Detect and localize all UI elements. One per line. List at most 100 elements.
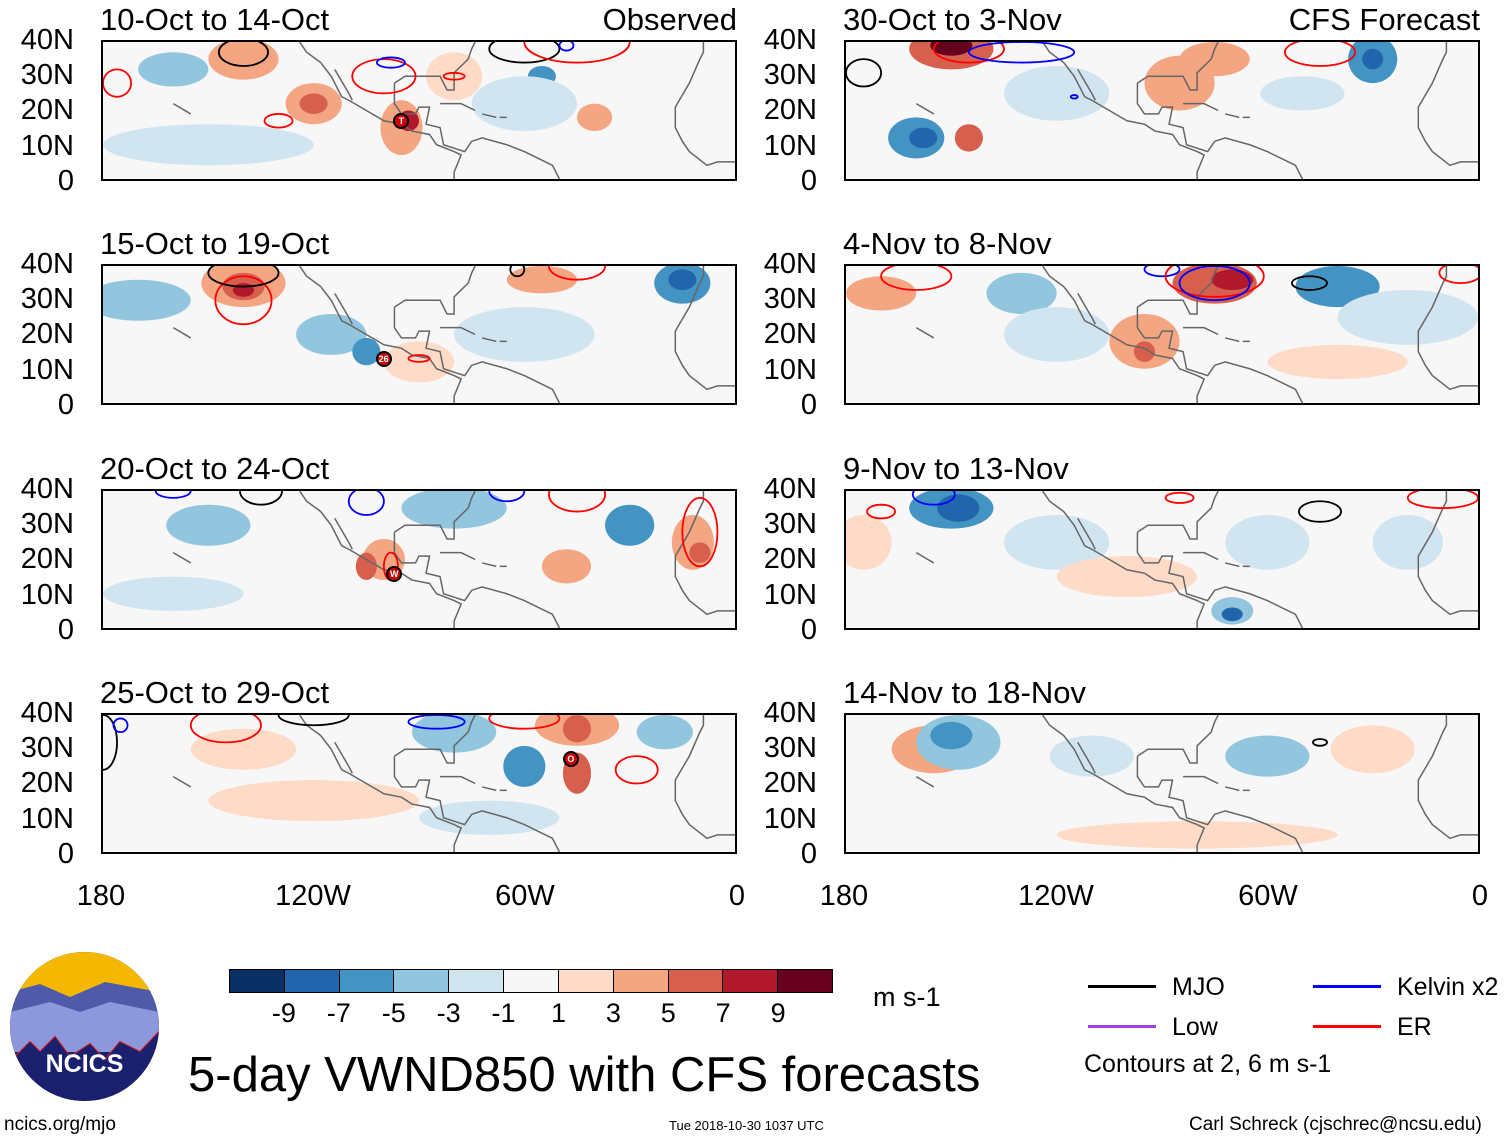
wave-contour [913, 491, 955, 505]
anomaly-shading [1179, 42, 1250, 77]
coastline [173, 104, 191, 114]
legend-line-er [1313, 1025, 1381, 1028]
colorbar-swatch [394, 970, 450, 992]
coastline [916, 104, 934, 114]
anomaly-shading [506, 266, 577, 294]
coastline [675, 266, 735, 389]
map-panel-8 [844, 713, 1480, 854]
coastline [394, 532, 559, 628]
y-tick-label: 20N [763, 94, 817, 127]
anomaly-shading [954, 124, 983, 152]
wave-contour [240, 491, 282, 505]
storm-marker-icon: O [562, 750, 579, 767]
wave-contour [1299, 501, 1341, 522]
coastline [440, 328, 475, 335]
anomaly-shading [937, 494, 980, 522]
y-tick-label: 30N [20, 59, 74, 92]
storm-marker-icon: W [386, 565, 403, 582]
legend-label: ER [1397, 1013, 1432, 1041]
anomaly-shading [846, 276, 917, 311]
anomaly-shading [208, 780, 419, 822]
colorbar-tick-label: 9 [770, 998, 786, 1028]
x-tick-label: 0 [728, 880, 746, 912]
wave-contour [969, 42, 1074, 63]
anomaly-shading [138, 52, 209, 87]
coastline [1137, 266, 1218, 314]
legend-label: Kelvin x2 [1397, 973, 1499, 1001]
coastline [173, 553, 191, 563]
coastline [1137, 491, 1218, 539]
wave-contour [1144, 266, 1179, 276]
coastline [300, 42, 462, 179]
coastline [1183, 777, 1218, 784]
legend-label: Low [1172, 1013, 1218, 1041]
wave-contour [867, 505, 895, 519]
anomaly-shading [232, 283, 254, 297]
anomaly-shading [930, 721, 973, 750]
y-tick-label: 40N [763, 248, 817, 280]
coastline [1137, 756, 1302, 852]
y-tick-label: 10N [763, 353, 817, 386]
main-title: 5-day VWND850 with CFS forecasts [188, 1048, 981, 1102]
coastline [482, 563, 496, 566]
coastline [394, 756, 559, 852]
panel-title: 4-Nov to 8-Nov [843, 226, 1052, 261]
y-tick-label: 10N [763, 129, 817, 162]
wave-contour [265, 114, 293, 128]
wave-contour [489, 42, 559, 63]
anomaly-shading [1133, 341, 1155, 362]
wave-contour [408, 715, 464, 729]
wave-contour [616, 756, 658, 783]
wave-contour [549, 491, 605, 512]
coastline [300, 266, 462, 403]
wave-contour [352, 59, 415, 93]
wave-contour [349, 491, 384, 515]
anomaly-shading [471, 76, 577, 132]
colorbar-tick-label: -1 [491, 998, 516, 1028]
colorbar-tick-label: 5 [660, 998, 676, 1028]
panel-title: 20-Oct to 24-Oct [100, 451, 330, 486]
coastline [335, 518, 353, 549]
y-tick-label: 20N [20, 543, 74, 576]
wave-contour [208, 266, 278, 287]
colorbar-swatch [723, 970, 779, 992]
anomaly-shading [986, 272, 1057, 314]
y-tick-label: 10N [763, 578, 817, 611]
x-tick-label: 60W [1238, 880, 1298, 912]
wave-contour [1313, 739, 1327, 746]
legend-line-kelvin-x2 [1313, 985, 1381, 988]
footer-url[interactable]: ncics.org/mjo [4, 1114, 116, 1135]
colorbar-swatch [449, 970, 505, 992]
wave-contour [1285, 42, 1355, 66]
y-tick-label: 0 [57, 388, 74, 421]
x-tick-label: 180 [819, 880, 869, 912]
anomaly-shading [208, 42, 279, 80]
coastline [1418, 491, 1478, 614]
y-tick-label: 0 [57, 613, 74, 646]
y-tick-label: 30N [20, 508, 74, 541]
anomaly-shading [1225, 514, 1310, 570]
coastline [482, 338, 496, 341]
wave-contour [156, 491, 191, 498]
y-tick-label: 20N [20, 767, 74, 800]
y-tick-label: 20N [20, 94, 74, 127]
colorbar-tick-label: -5 [381, 998, 406, 1028]
wave-contour [489, 491, 524, 501]
logo-text: NCICS [45, 1050, 124, 1078]
anomaly-shading [1267, 344, 1408, 380]
anomaly-shading [1004, 307, 1110, 362]
anomaly-shading [1260, 76, 1345, 111]
anomaly-shading [166, 504, 251, 546]
coastline [1043, 42, 1205, 179]
anomaly-shading [636, 715, 693, 750]
anomaly-shading [190, 728, 297, 770]
anomaly-shading [103, 124, 314, 166]
y-tick-label: 30N [763, 732, 817, 765]
wave-contour [103, 715, 117, 770]
coastline [1137, 532, 1302, 628]
coastline [1078, 742, 1096, 773]
panel-label: CFS Forecast [1288, 2, 1480, 37]
panel-title: 30-Oct to 3-Nov [843, 2, 1062, 37]
wave-contour [377, 57, 405, 67]
wave-contour [444, 73, 465, 80]
